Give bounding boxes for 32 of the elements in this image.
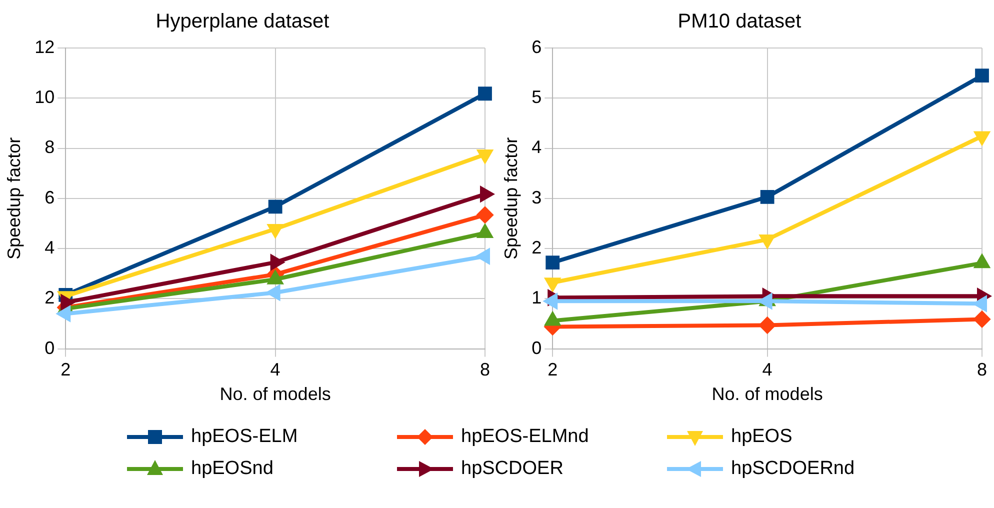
y-tick-label: 1 bbox=[532, 288, 542, 308]
legend-label: hpEOS-ELM bbox=[191, 426, 298, 448]
y-tick-label: 4 bbox=[44, 238, 55, 258]
x-axis-title: No. of models bbox=[220, 384, 331, 404]
y-tick-label: 4 bbox=[532, 137, 542, 158]
y-tick-label: 6 bbox=[44, 187, 55, 208]
x-axis-title: No. of models bbox=[712, 384, 823, 404]
x-tick-label: 4 bbox=[762, 360, 772, 380]
y-tick-label: 8 bbox=[44, 137, 55, 158]
legend-label: hpEOSnd bbox=[191, 458, 274, 480]
y-tick-label: 3 bbox=[532, 187, 542, 208]
y-axis-title: Speedup factor bbox=[4, 137, 24, 260]
y-tick-label: 12 bbox=[34, 36, 55, 57]
legend-label: hpSCDOER bbox=[461, 458, 564, 480]
y-tick-label: 0 bbox=[44, 338, 55, 358]
y-tick-label: 2 bbox=[44, 288, 55, 308]
y-tick-label: 0 bbox=[532, 338, 542, 358]
y-tick-label: 2 bbox=[532, 238, 542, 258]
legend-label: hpEOS-ELMnd bbox=[461, 426, 589, 448]
x-tick-label: 8 bbox=[480, 360, 490, 380]
chart-title: Hyperplane dataset bbox=[156, 10, 330, 33]
y-tick-label: 10 bbox=[34, 87, 55, 108]
y-tick-label: 5 bbox=[532, 87, 542, 108]
y-tick-label: 6 bbox=[532, 36, 542, 57]
x-tick-label: 4 bbox=[270, 360, 280, 380]
x-tick-label: 2 bbox=[548, 360, 558, 380]
y-axis-title: Speedup factor bbox=[500, 137, 521, 260]
x-tick-label: 8 bbox=[976, 360, 988, 380]
legend-label: hpEOS bbox=[731, 426, 792, 448]
legend-label: hpSCDOERnd bbox=[731, 458, 855, 480]
chart-title: PM10 dataset bbox=[678, 10, 802, 33]
x-tick-label: 2 bbox=[60, 360, 71, 380]
